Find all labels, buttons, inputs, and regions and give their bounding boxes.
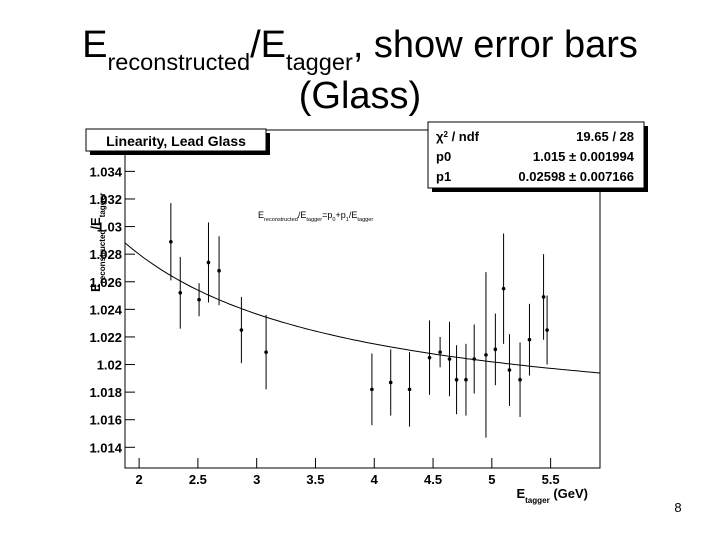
text-segment: χ <box>436 129 444 144</box>
stats-label: χ2 / ndf <box>436 129 480 144</box>
x-tick-label: 5 <box>488 472 495 487</box>
text-segment: reconstructed <box>98 230 107 284</box>
data-point <box>507 368 512 372</box>
slide-title-line2: (Glass) <box>299 75 421 117</box>
text-segment: reconstructed <box>107 49 250 75</box>
data-point <box>454 377 459 382</box>
fit-formula: Ereconstructed/Etagger=p0+p1/Etagger <box>258 210 373 223</box>
x-tick-label: 5.5 <box>542 472 560 487</box>
data-point <box>427 355 432 360</box>
text-segment: tagger <box>98 192 107 217</box>
y-tick-label: 1.018 <box>89 385 122 400</box>
data-point <box>493 347 498 352</box>
y-tick-label: 1.022 <box>89 330 122 345</box>
text-segment: tagger <box>357 217 373 223</box>
y-tick-label: 1.032 <box>89 192 122 207</box>
chart-title: Linearity, Lead Glass <box>106 133 246 149</box>
x-tick-label: 3.5 <box>306 472 324 487</box>
x-tick-label: 2 <box>135 472 142 487</box>
y-tick-label: 1.03 <box>97 220 122 235</box>
y-axis-label: Ereconstructed/Etagger <box>88 192 107 292</box>
fit-curve <box>124 242 601 374</box>
text-segment: 1 <box>346 217 349 223</box>
text-segment: (Glass) <box>299 75 421 117</box>
x-tick-label: 2.5 <box>189 472 207 487</box>
data-point <box>527 337 532 342</box>
text-segment: 2 <box>443 130 448 139</box>
text-segment: E <box>82 24 107 66</box>
text-segment: p1 <box>436 169 451 184</box>
data-point <box>239 328 244 332</box>
data-point <box>388 380 393 385</box>
data-point <box>545 328 549 332</box>
title-box <box>85 128 267 152</box>
stats-label: p0 <box>436 149 451 164</box>
text-segment: E <box>258 210 264 220</box>
x-tick-label: 4 <box>371 472 379 487</box>
text-segment: E <box>88 283 103 292</box>
data-point <box>197 297 201 302</box>
stats-value: 1.015 ± 0.001994 <box>533 149 635 164</box>
x-tick-label: 4.5 <box>424 472 442 487</box>
text-segment: / ndf <box>448 129 480 144</box>
data-point <box>407 387 412 392</box>
data-point <box>484 353 488 357</box>
stats-value: 19.65 / 28 <box>576 129 634 144</box>
text-segment: E <box>516 486 525 501</box>
text-segment: (GeV) <box>550 486 588 501</box>
text-segment: /E <box>349 210 358 220</box>
stats-value: 0.02598 ± 0.007166 <box>518 169 634 184</box>
y-tick-label: 1.024 <box>89 302 122 317</box>
data-point <box>438 350 442 354</box>
text-segment: tagger <box>306 217 322 223</box>
y-tick-label: 1.016 <box>89 413 122 428</box>
data-point <box>447 357 452 361</box>
data-point <box>464 377 468 382</box>
data-point <box>541 295 546 299</box>
text-segment: 0 <box>332 217 335 223</box>
y-tick-label: 1.014 <box>89 440 122 455</box>
data-point <box>518 377 522 382</box>
y-tick-label: 1.034 <box>89 164 122 179</box>
text-segment: +p <box>336 210 346 220</box>
page-number: 8 <box>674 500 681 515</box>
text-segment: tagger <box>525 496 550 505</box>
x-axis-label: Etagger (GeV) <box>516 486 588 505</box>
text-segment: tagger <box>286 49 353 75</box>
x-tick-label: 3 <box>253 472 260 487</box>
data-point <box>501 286 506 291</box>
stats-label: p1 <box>436 169 451 184</box>
text-segment: /E <box>88 217 103 230</box>
stats-box <box>427 121 645 189</box>
slide-title-line1: Ereconstructed/Etagger, show error bars <box>82 24 638 75</box>
y-tick-label: 1.028 <box>89 247 122 262</box>
data-point <box>178 290 183 295</box>
data-point <box>264 350 268 354</box>
text-segment: reconstructed <box>264 217 298 223</box>
y-tick-label: 1.02 <box>97 358 122 373</box>
text-segment: =p <box>322 210 332 220</box>
data-point <box>169 239 173 244</box>
y-tick-label: 1.026 <box>89 275 122 290</box>
text-segment: , show error bars <box>353 24 638 66</box>
data-point <box>206 260 211 265</box>
text-segment: /E <box>250 24 286 66</box>
plot: 1.014 1.016 1.018 1.02 1.022 1.024 1.026 1.028 1… <box>85 121 648 505</box>
data-point <box>370 387 374 392</box>
data-point <box>217 268 221 273</box>
text-segment: /E <box>298 210 307 220</box>
text-segment: p0 <box>436 149 451 164</box>
